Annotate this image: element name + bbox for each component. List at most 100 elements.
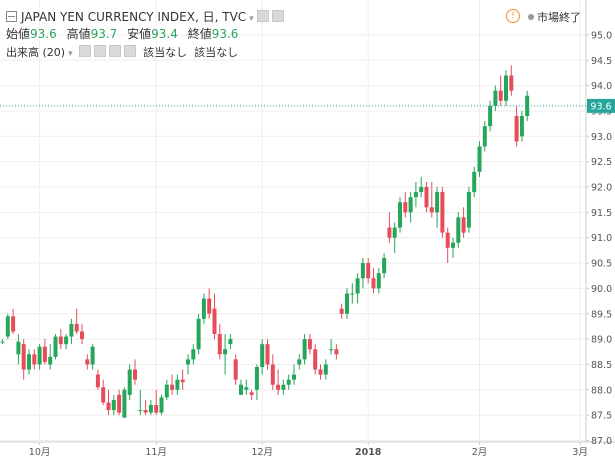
candle-body <box>122 389 127 418</box>
candle-body <box>276 384 281 390</box>
candle-body <box>334 349 339 355</box>
candle-body <box>138 410 143 412</box>
candle-body <box>371 278 376 289</box>
candle-body <box>445 232 450 248</box>
visibility-icon[interactable] <box>256 10 269 22</box>
candle-body <box>329 349 334 351</box>
candle-body <box>307 339 312 350</box>
y-tick-label: 88.5 <box>591 360 612 371</box>
y-tick-label: 93.0 <box>591 132 612 143</box>
candle-body <box>482 126 487 147</box>
y-tick-label: 87.5 <box>591 411 612 422</box>
candle-body <box>85 359 90 365</box>
candle-body <box>164 384 169 398</box>
volume-add-icon[interactable] <box>109 45 122 57</box>
x-tick-label: 10月 <box>29 447 51 458</box>
candle-body <box>212 308 217 335</box>
collapse-icon[interactable] <box>6 11 17 22</box>
candle-body <box>249 392 254 395</box>
candle-body <box>37 346 42 365</box>
candle-body <box>360 263 365 279</box>
chart-title-text: JAPAN YEN CURRENCY INDEX, 日, TVC <box>21 10 247 24</box>
candle-body <box>16 341 21 355</box>
y-tick-label: 95.0 <box>591 30 612 41</box>
volume-close-icon[interactable] <box>124 45 137 57</box>
candle-body <box>101 387 106 403</box>
warning-icon[interactable]: ! <box>506 9 520 23</box>
candle-body <box>424 187 429 208</box>
x-tick-label: 11月 <box>145 447 167 458</box>
ohlc-readout: 始値93.6 高値93.7 安値93.4 終値93.6 <box>6 25 244 42</box>
market-status-text: 市場終了 <box>537 11 581 24</box>
candle-body <box>323 364 328 375</box>
candle-body <box>170 384 175 390</box>
candle-body <box>74 323 79 332</box>
last-price-badge <box>587 98 615 113</box>
candle-body <box>451 242 455 248</box>
y-tick-label: 91.0 <box>591 233 612 244</box>
candle-body <box>133 369 137 380</box>
x-tick-label: 12月 <box>251 447 273 458</box>
y-tick-label: 94.0 <box>591 81 612 92</box>
candle-body <box>69 323 74 337</box>
candle-body <box>217 334 222 355</box>
candle-body <box>175 379 180 390</box>
candle-body <box>239 384 243 395</box>
volume-visibility-icon[interactable] <box>79 45 92 57</box>
x-tick-label: 2月 <box>472 447 488 458</box>
y-tick-label: 92.0 <box>591 183 612 194</box>
candle-body <box>281 384 286 390</box>
candle-body <box>95 374 100 388</box>
candle-body <box>286 379 291 385</box>
candle-body <box>466 192 471 228</box>
low-value: 93.4 <box>151 27 178 41</box>
candle-body <box>514 116 519 142</box>
candle-body <box>21 344 26 370</box>
candle-body <box>292 374 296 380</box>
candle-body <box>265 344 270 365</box>
y-tick-label: 89.5 <box>591 309 612 320</box>
candle-body <box>313 349 318 370</box>
candle-body <box>11 316 16 332</box>
candle-body <box>355 278 360 294</box>
last-price-label: 93.6 <box>590 101 611 112</box>
candle-body <box>429 207 434 213</box>
close-label: 終値 <box>187 27 212 41</box>
market-status: 市場終了 <box>528 9 581 25</box>
candle-body <box>127 369 132 395</box>
high-label: 高値 <box>66 27 91 41</box>
candle-body <box>111 399 116 411</box>
candle-body <box>472 171 477 193</box>
settings-icon[interactable] <box>271 10 284 22</box>
candle-body <box>58 336 63 345</box>
volume-settings-icon[interactable] <box>94 45 107 57</box>
candle-body <box>0 341 5 343</box>
status-dot-icon <box>528 14 534 20</box>
chevron-down-icon[interactable]: ▾ <box>249 14 254 24</box>
candle-body <box>376 273 381 289</box>
candle-body <box>392 227 397 238</box>
candle-body <box>382 257 387 274</box>
candle-body <box>345 293 349 314</box>
y-tick-label: 94.5 <box>591 56 612 67</box>
candle-body <box>228 339 233 345</box>
high-value: 93.7 <box>90 27 118 41</box>
candle-body <box>270 364 275 385</box>
candle-body <box>159 397 164 413</box>
candle-body <box>32 354 37 365</box>
candle-body <box>498 90 503 101</box>
close-value: 93.6 <box>211 27 239 41</box>
candle-body <box>191 349 196 360</box>
chart-title: JAPAN YEN CURRENCY INDEX, 日, TVC ▾ <box>6 8 284 25</box>
candle-body <box>223 349 228 355</box>
volume-chevron-icon[interactable]: ▾ <box>68 49 73 59</box>
candle-body <box>413 192 418 198</box>
candle-body <box>117 394 122 413</box>
y-tick-label: 92.5 <box>591 157 612 168</box>
y-tick-label: 89.0 <box>591 335 612 346</box>
candle-body <box>408 197 413 213</box>
open-label: 始値 <box>6 27 31 41</box>
candle-body <box>233 359 238 380</box>
